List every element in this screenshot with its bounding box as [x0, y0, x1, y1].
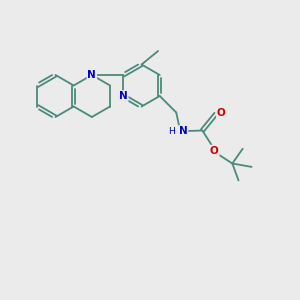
Text: H: H [168, 128, 175, 136]
Text: N: N [119, 91, 128, 101]
Text: N: N [88, 70, 96, 80]
Text: O: O [217, 107, 226, 118]
Text: N: N [179, 126, 188, 136]
Text: O: O [210, 146, 219, 156]
